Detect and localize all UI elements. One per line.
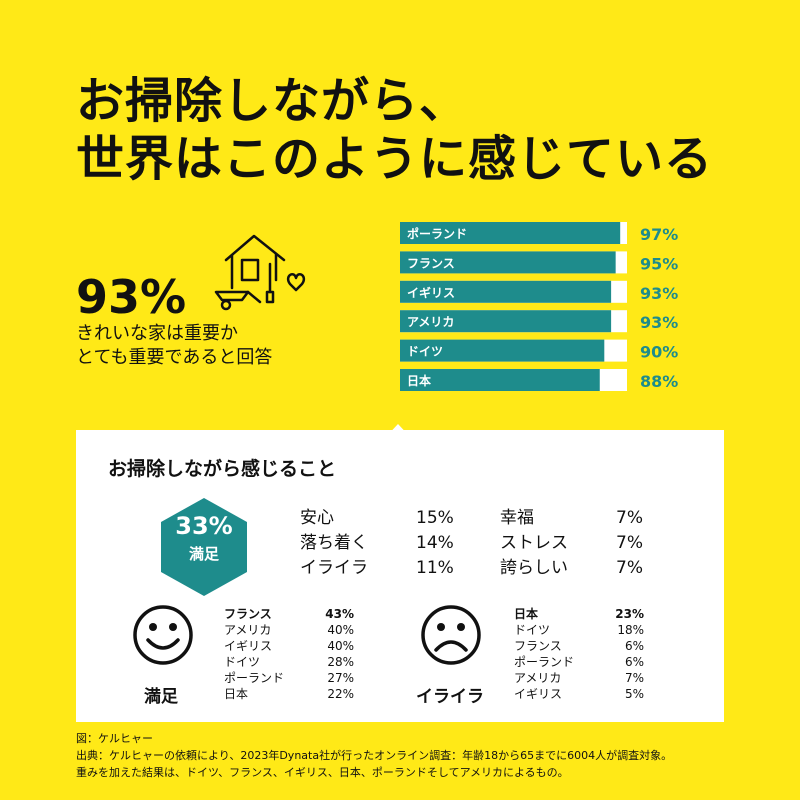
feeling-value: 14% — [416, 533, 454, 553]
bar-category-label: ポーランド — [407, 226, 467, 241]
country-name: アメリカ — [514, 671, 562, 685]
headline-percentage: 93% — [76, 270, 187, 324]
country-bar-chart: ポーランド 97% フランス 95% イギリス 93% アメリカ 93% ドイツ 90% 日本 88% — [400, 222, 678, 391]
house-with-wheelbarrow-icon — [214, 234, 306, 311]
country-value: 6% — [624, 639, 644, 653]
bar — [400, 280, 612, 303]
irritated-country-table: 日本 23% ドイツ 18% フランス 6% ポーランド 6% アメリカ 7% イギリス 5… — [514, 606, 644, 702]
headline-desc-line-2: とても重要であると回答 — [76, 347, 273, 368]
bar — [400, 222, 621, 244]
country-value: 43% — [325, 607, 354, 621]
country-name: 日本 — [224, 687, 249, 701]
feeling-labels-col1: 安心 落ち着く イライラ — [300, 506, 368, 581]
frowning-face-icon — [421, 605, 481, 665]
feeling-values-col2: 7% 7% 7% — [616, 506, 643, 581]
table-row: アメリカ 7% — [514, 670, 644, 686]
bar-category-label: フランス — [407, 256, 455, 270]
bar-value-label: 97% — [640, 225, 678, 244]
table-row: ドイツ 28% — [224, 654, 354, 670]
feelings-card: お掃除しながら感じること 33% 満足 安心 落ち着く イライラ 15% 14%… — [76, 430, 724, 722]
country-value: 5% — [624, 687, 644, 701]
country-value: 7% — [624, 671, 644, 685]
table-row: 日本 22% — [224, 686, 354, 702]
satisfied-label: 満足 — [188, 545, 219, 563]
table-row: アメリカ 40% — [224, 622, 354, 638]
country-name: アメリカ — [224, 623, 272, 637]
bar — [400, 251, 616, 274]
headline-desc-line-1: きれいな家は重要か — [76, 323, 238, 344]
feeling-values-col1: 15% 14% 11% — [416, 506, 454, 581]
country-name: ドイツ — [514, 623, 551, 637]
country-value: 28% — [327, 655, 354, 669]
country-value: 40% — [327, 639, 354, 653]
headline-description: きれいな家は重要か とても重要であると回答 — [76, 322, 272, 370]
table-row: フランス 6% — [514, 638, 644, 654]
table-row: イギリス 40% — [224, 638, 354, 654]
feeling-value: 15% — [416, 508, 454, 528]
table-row: フランス 43% — [224, 606, 354, 622]
bar-category-label: ドイツ — [407, 345, 443, 359]
table-row: 日本 23% — [514, 606, 644, 622]
country-value: 6% — [624, 655, 644, 669]
country-name: フランス — [514, 639, 562, 653]
satisfied-hexagon — [161, 498, 247, 596]
footer-line: 図：ケルヒャー — [76, 732, 153, 745]
feeling-value: 11% — [416, 558, 454, 578]
title-line-1: お掃除しながら、 — [76, 73, 469, 129]
country-name: イギリス — [224, 639, 273, 653]
smiley-face-icon — [133, 605, 193, 665]
footer-line: 重みを加えた結果は、ドイツ、フランス、イギリス、日本、ポーランドそしてアメリカに… — [76, 766, 569, 779]
bar — [400, 310, 612, 333]
bar-value-label: 93% — [640, 313, 678, 332]
table-row: ポーランド 6% — [514, 654, 644, 670]
satisfied-country-table: フランス 43% アメリカ 40% イギリス 40% ドイツ 28% ポーランド 27% … — [224, 606, 354, 702]
bar-category-label: 日本 — [407, 373, 431, 388]
feeling-value: 7% — [616, 533, 643, 553]
country-name: 日本 — [514, 607, 539, 621]
bar — [400, 339, 605, 362]
irritated-title: イライラ — [416, 687, 484, 707]
feeling-label: 誇らしい — [500, 558, 568, 578]
feeling-label: 幸福 — [500, 508, 534, 528]
title-line-2: 世界はこのように感じている — [76, 131, 714, 187]
bar-value-label: 93% — [640, 284, 678, 303]
card-title: お掃除しながら感じること — [108, 458, 337, 480]
country-name: フランス — [224, 607, 272, 621]
country-value: 40% — [327, 623, 354, 637]
feeling-labels-col2: 幸福 ストレス 誇らしい — [500, 506, 568, 581]
table-row: イギリス 5% — [514, 686, 644, 702]
country-value: 22% — [327, 687, 354, 701]
country-name: イギリス — [514, 687, 563, 701]
bar-value-label: 90% — [640, 343, 678, 362]
country-value: 18% — [617, 623, 644, 637]
bar-category-label: イギリス — [407, 285, 455, 300]
country-name: ポーランド — [514, 655, 575, 669]
country-value: 27% — [327, 671, 354, 685]
feeling-label: 落ち着く — [300, 533, 368, 553]
bar-value-label: 88% — [640, 372, 678, 391]
feeling-value: 7% — [616, 558, 643, 578]
feeling-value: 7% — [616, 508, 643, 528]
country-value: 23% — [615, 607, 644, 621]
footer-line: 出典：ケルヒャーの依頼により、2023年Dynata社が行ったオンライン調査：年… — [76, 749, 673, 762]
feeling-label: 安心 — [300, 508, 334, 528]
table-row: ドイツ 18% — [514, 622, 644, 638]
bar-value-label: 95% — [640, 254, 678, 273]
country-name: ドイツ — [224, 655, 261, 669]
satisfied-title: 満足 — [144, 687, 178, 707]
feeling-label: ストレス — [500, 533, 568, 553]
page-title: お掃除しながら、 世界はこのように感じている — [76, 72, 713, 188]
country-name: ポーランド — [224, 671, 285, 685]
satisfied-percentage: 33% — [175, 512, 233, 540]
feeling-label: イライラ — [300, 558, 368, 578]
table-row: ポーランド 27% — [224, 670, 354, 686]
bar-category-label: アメリカ — [407, 315, 454, 329]
bar — [400, 369, 600, 391]
footer-notes: 図：ケルヒャー 出典：ケルヒャーの依頼により、2023年Dynata社が行ったオ… — [76, 730, 672, 781]
